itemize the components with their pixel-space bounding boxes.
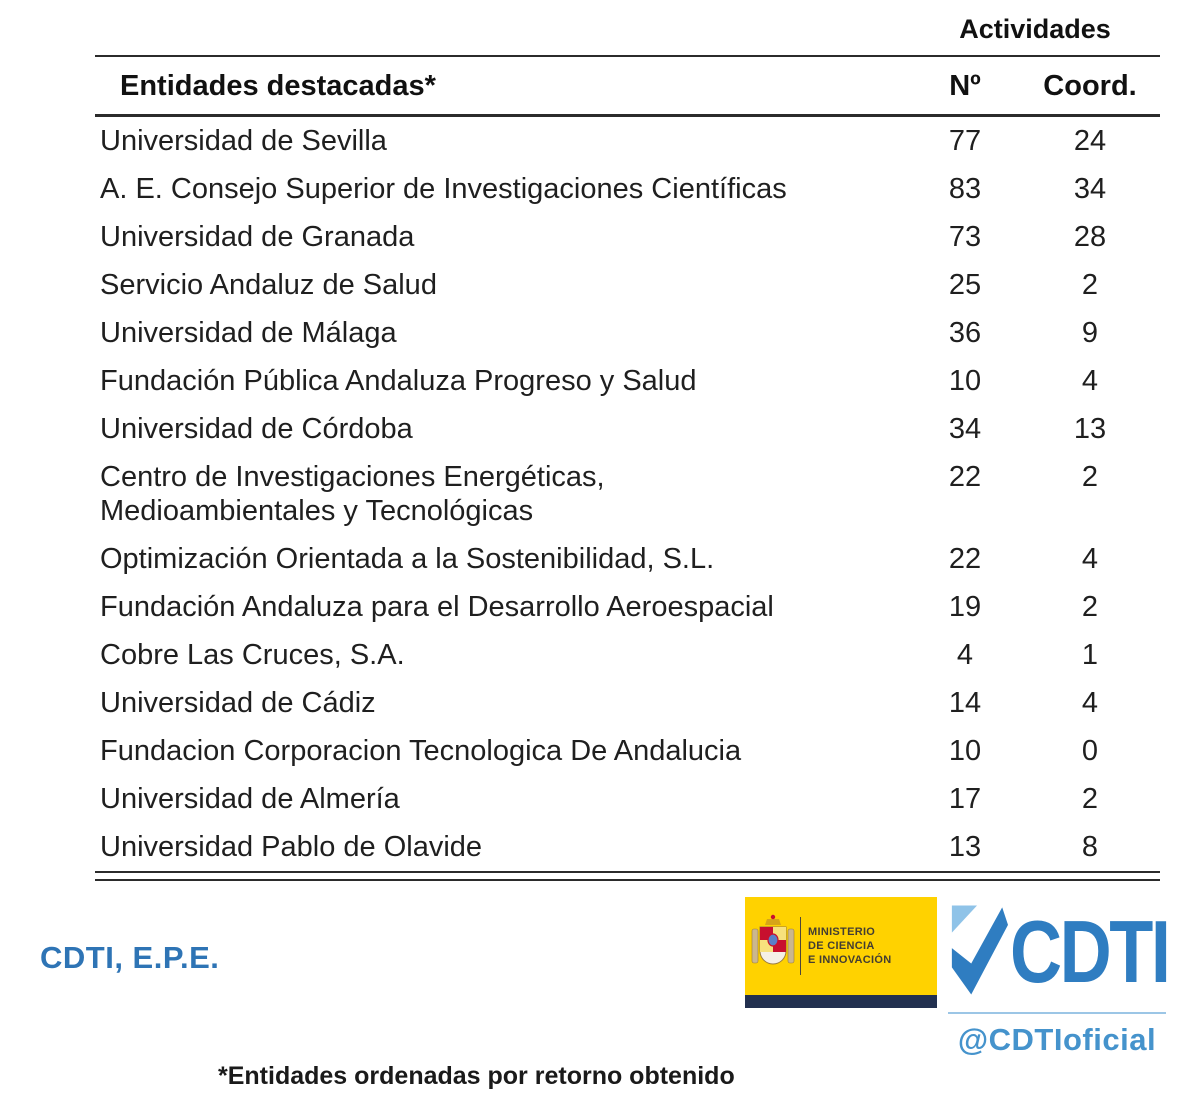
ministry-logo-plate: MINISTERIO DE CIENCIA E INNOVACIÓN: [745, 897, 937, 995]
activities-count: 34: [948, 413, 982, 445]
activities-count: 83: [948, 173, 982, 205]
coordination-count: 2: [1081, 591, 1099, 623]
coordination-count: 0: [1081, 735, 1099, 767]
spain-coat-of-arms-icon: [751, 913, 795, 980]
entity-name: Fundación Andaluza para el Desarrollo Ae…: [100, 591, 774, 623]
ministry-name-line1: MINISTERIO: [808, 926, 876, 938]
coordination-count: 13: [1073, 413, 1107, 445]
table-row: Fundacion Corporacion Tecnologica De And…: [95, 727, 1160, 775]
table-row: Universidad de Málaga 36 9: [95, 309, 1160, 357]
coordination-count: 24: [1073, 125, 1107, 157]
entity-name: Universidad de Granada: [100, 221, 415, 253]
activities-count: 14: [948, 687, 982, 719]
coordination-count: 2: [1081, 461, 1099, 493]
table-row: Centro de Investigaciones Energéticas, M…: [95, 453, 1160, 535]
coordination-count: 9: [1081, 317, 1099, 349]
twitter-handle: @CDTIoficial: [957, 1022, 1157, 1057]
table-row: Universidad de Cádiz 14 4: [95, 679, 1160, 727]
table-row: Fundación Andaluza para el Desarrollo Ae…: [95, 583, 1160, 631]
activities-count: 17: [948, 783, 982, 815]
table-row: Fundación Pública Andaluza Progreso y Sa…: [95, 357, 1160, 405]
coordination-count: 8: [1081, 831, 1099, 863]
ministry-logo: MINISTERIO DE CIENCIA E INNOVACIÓN: [745, 897, 937, 1008]
coordination-count: 4: [1081, 365, 1099, 397]
coordination-count: 28: [1073, 221, 1107, 253]
activities-count: 10: [948, 735, 982, 767]
top-rule: [95, 55, 1160, 57]
group-header-actividades: Actividades: [959, 14, 1111, 44]
activities-count: 36: [948, 317, 982, 349]
cdti-logo-text: CDTI: [1010, 902, 1171, 1001]
cdti-logo-underline: [948, 1012, 1166, 1014]
table-row: A. E. Consejo Superior de Investigacione…: [95, 165, 1160, 213]
footnote: *Entidades ordenadas por retorno obtenid…: [218, 1062, 735, 1090]
activities-count: 22: [948, 543, 982, 575]
coordination-count: 4: [1081, 543, 1099, 575]
cdti-epe-label: CDTI, E.P.E.: [40, 940, 220, 975]
entity-name: Universidad de Sevilla: [100, 125, 387, 157]
entity-name: Universidad Pablo de Olavide: [100, 831, 483, 863]
entity-name: Optimización Orientada a la Sostenibilid…: [100, 543, 715, 575]
entity-name: Universidad de Cádiz: [100, 687, 376, 719]
table-row: Optimización Orientada a la Sostenibilid…: [95, 535, 1160, 583]
ministry-logo-divider: [800, 917, 801, 975]
entity-name: Centro de Investigaciones Energéticas, M…: [100, 461, 605, 527]
entity-name: Universidad de Almería: [100, 783, 400, 815]
activities-count: 77: [948, 125, 982, 157]
table-group-header-row: Actividades: [95, 6, 1160, 55]
table-row: Universidad de Córdoba 34 13: [95, 405, 1160, 453]
coordination-count: 2: [1081, 783, 1099, 815]
entity-name: Cobre Las Cruces, S.A.: [100, 639, 405, 671]
bottom-double-rule: [95, 871, 1160, 881]
entity-name: Universidad de Málaga: [100, 317, 397, 349]
entity-name: Fundación Pública Andaluza Progreso y Sa…: [100, 365, 697, 397]
ministry-name-line2: DE CIENCIA: [808, 940, 875, 952]
table-row: Universidad de Granada 73 28: [95, 213, 1160, 261]
entity-name: Servicio Andaluz de Salud: [100, 269, 437, 301]
table-row: Servicio Andaluz de Salud 25 2: [95, 261, 1160, 309]
activities-count: 22: [948, 461, 982, 493]
table-row: Cobre Las Cruces, S.A. 4 1: [95, 631, 1160, 679]
column-header-coordinated: Coord.: [1043, 70, 1137, 102]
cdti-checkmark-icon: [948, 901, 1008, 1004]
cdti-logo: CDTI: [948, 900, 1171, 1004]
entity-name: A. E. Consejo Superior de Investigacione…: [100, 173, 787, 205]
table-row: Universidad de Almería 17 2: [95, 775, 1160, 823]
activities-table: Actividades Entidades destacadas* Nº Coo…: [95, 6, 1160, 881]
table-row: Universidad de Sevilla 77 24: [95, 117, 1160, 165]
activities-count: 13: [948, 831, 982, 863]
activities-count: 19: [948, 591, 982, 623]
activities-count: 10: [948, 365, 982, 397]
activities-count: 73: [948, 221, 982, 253]
entity-name: Fundacion Corporacion Tecnologica De And…: [100, 735, 742, 767]
entity-name: Universidad de Córdoba: [100, 413, 413, 445]
column-header-entities: Entidades destacadas*: [120, 70, 436, 102]
coordination-count: 4: [1081, 687, 1099, 719]
coordination-count: 1: [1081, 639, 1099, 671]
coordination-count: 34: [1073, 173, 1107, 205]
ministry-name: MINISTERIO DE CIENCIA E INNOVACIÓN: [808, 925, 891, 967]
ministry-logo-bar: [745, 995, 937, 1008]
activities-count: 4: [956, 639, 974, 671]
column-header-number: Nº: [949, 70, 981, 102]
table-body: Universidad de Sevilla 77 24 A. E. Conse…: [95, 117, 1160, 871]
coordination-count: 2: [1081, 269, 1099, 301]
table-row: Universidad Pablo de Olavide 13 8: [95, 823, 1160, 871]
ministry-name-line3: E INNOVACIÓN: [808, 954, 892, 966]
activities-count: 25: [948, 269, 982, 301]
table-header-row: Entidades destacadas* Nº Coord.: [95, 57, 1160, 117]
